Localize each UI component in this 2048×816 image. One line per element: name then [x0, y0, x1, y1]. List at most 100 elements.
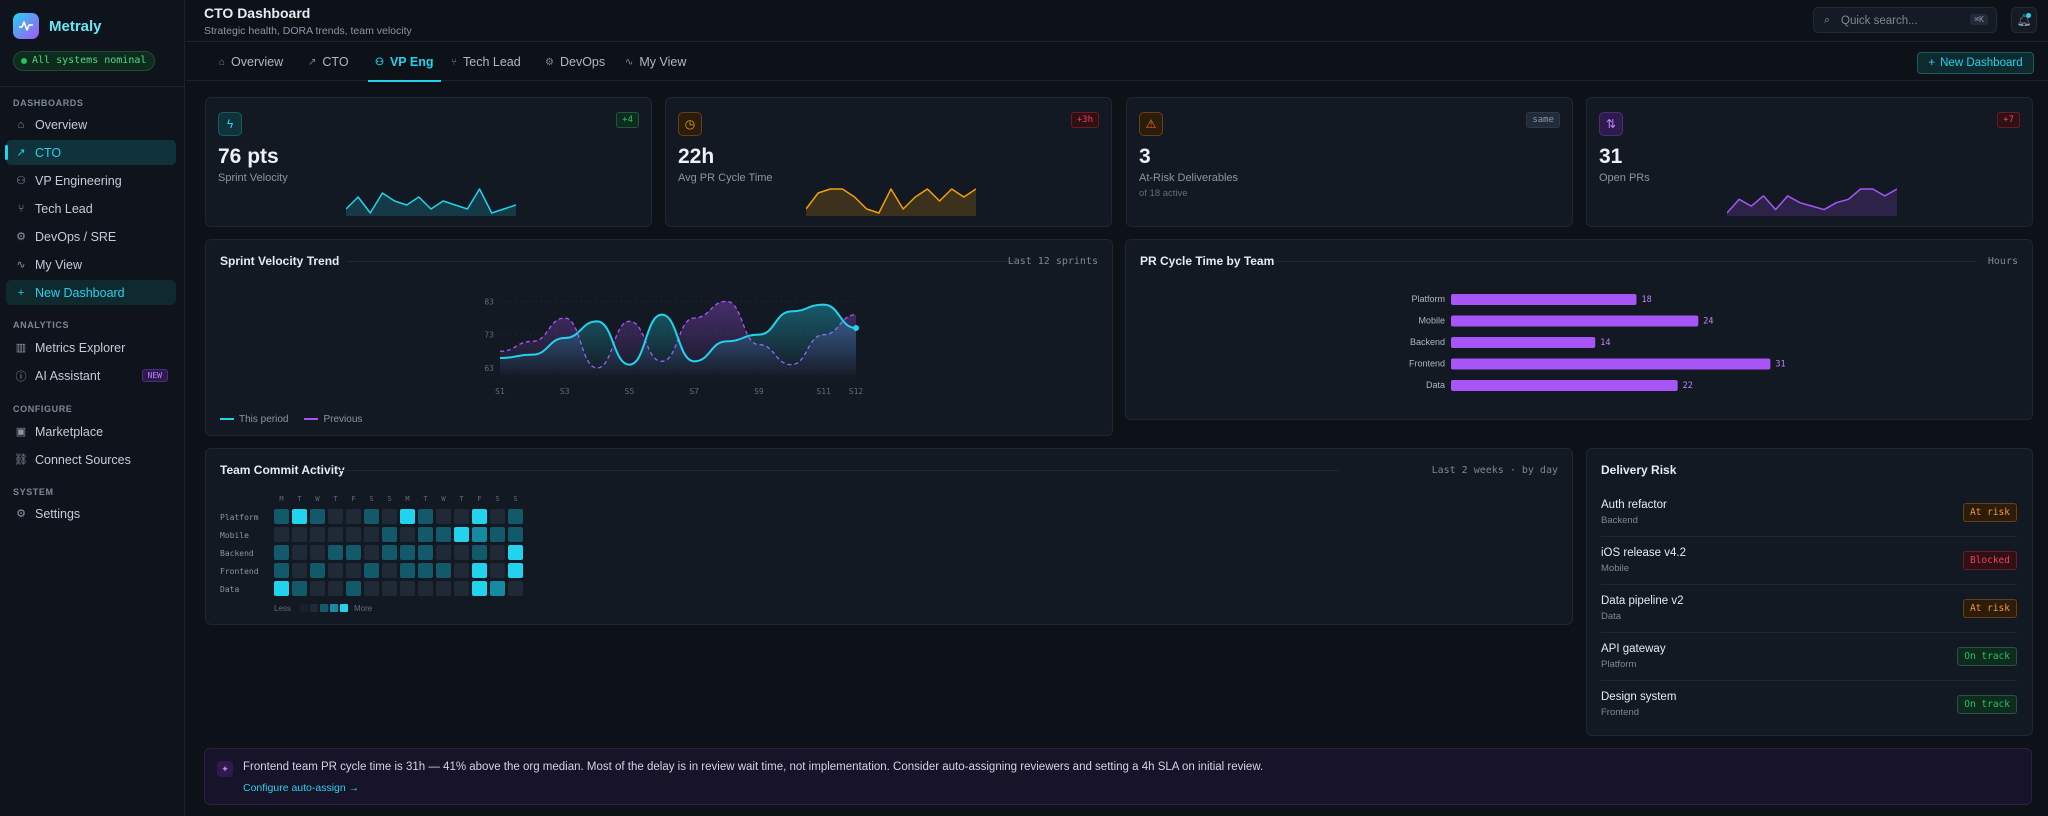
legend-swatch: [340, 604, 348, 612]
kpi-value: 22h: [678, 145, 715, 168]
heatmap-cell: [274, 563, 289, 578]
heatmap-cell: [382, 545, 397, 560]
warning-icon: ⚠: [1139, 112, 1163, 136]
data-label: 31: [1775, 360, 1785, 370]
sidebar-item-connect-sources[interactable]: ⛓ Connect Sources: [6, 447, 176, 472]
sidebar-item-marketplace[interactable]: ▣ Marketplace: [6, 419, 176, 444]
kpi-card-pr-cycle-time[interactable]: ◷ +3h 22h Avg PR Cycle Time: [665, 97, 1112, 227]
heatmap-cell: [328, 509, 343, 524]
sidebar-item-metrics-explorer[interactable]: ▥ Metrics Explorer: [6, 335, 176, 360]
heatmap-cell: [274, 509, 289, 524]
sparkline-line: [806, 188, 976, 214]
heatmap-cell: [310, 563, 325, 578]
bolt-icon: ϟ: [218, 112, 242, 136]
risk-row[interactable]: API gateway Platform On track: [1601, 641, 2017, 681]
kpi-card-at-risk[interactable]: ⚠ same 3 At-Risk Deliverables of 18 acti…: [1126, 97, 1573, 227]
heatmap-cell: [346, 545, 361, 560]
pr-cycle-card: PR Cycle Time by Team Hours Platform 18 Mo…: [1125, 239, 2033, 420]
tab-cto[interactable]: ↗ CTO: [305, 43, 352, 81]
heatmap-cell: [382, 527, 397, 542]
heatmap-cell: [508, 563, 523, 578]
heatmap-cell: [310, 581, 325, 596]
system-status-badge: All systems nominal: [13, 51, 156, 71]
risk-name: Auth refactor: [1601, 499, 1667, 511]
risk-row[interactable]: Data pipeline v2 Data At risk: [1601, 593, 2017, 633]
sidebar-item-settings[interactable]: ⚙ Settings: [6, 501, 176, 526]
bar: [1451, 358, 1771, 370]
home-icon: ⌂: [17, 118, 25, 131]
risk-row[interactable]: Auth refactor Backend At risk: [1601, 497, 2017, 537]
sidebar-item-ai-assistant[interactable]: ⓘ AI Assistant NEW: [6, 363, 176, 388]
heatmap-cell: [436, 509, 451, 524]
heatmap-cell: [472, 509, 487, 524]
tab-devops[interactable]: ⚙ DevOps: [542, 43, 608, 81]
heatmap-cell: [346, 581, 361, 596]
sidebar: Metraly All systems nominal DASHBOARDS ⌂…: [0, 0, 185, 816]
title-rule: [346, 261, 1016, 262]
tab-vp-eng[interactable]: ⚇ VP Eng: [368, 43, 440, 82]
heatmap-cell: [472, 545, 487, 560]
sidebar-item-label: Metrics Explorer: [35, 340, 126, 355]
risk-team: Backend: [1601, 515, 1638, 526]
new-dashboard-button[interactable]: + New Dashboard: [1917, 52, 2034, 74]
configure-auto-assign-link[interactable]: Configure auto-assign →: [243, 782, 360, 794]
notifications-button[interactable]: 🔔︎: [2011, 7, 2037, 33]
sidebar-item-new-dashboard[interactable]: + New Dashboard: [6, 280, 176, 305]
tab-overview[interactable]: ⌂ Overview: [216, 43, 286, 81]
risk-row[interactable]: Design system Frontend On track: [1601, 689, 2017, 729]
kpi-card-open-prs[interactable]: ⇅ +7 31 Open PRs: [1586, 97, 2033, 227]
day-label: S: [387, 495, 391, 503]
heatmap-cell: [274, 527, 289, 542]
heatmap-cell: [310, 509, 325, 524]
search-placeholder: Quick search...: [1841, 15, 1918, 27]
sidebar-item-devops[interactable]: ⚙ DevOps / SRE: [6, 224, 176, 249]
category-label: Frontend: [1409, 359, 1445, 369]
heatmap-cell: [364, 509, 379, 524]
legend-more: More: [354, 604, 373, 613]
heatmap-cell: [508, 509, 523, 524]
search-icon: ⌕: [1824, 14, 1831, 26]
heatmap-cell: [508, 545, 523, 560]
kpi-delta: same: [1526, 112, 1560, 128]
risk-name: Design system: [1601, 691, 1677, 703]
plus-icon: +: [1928, 57, 1936, 69]
sidebar-item-vp-engineering[interactable]: ⚇ VP Engineering: [6, 168, 176, 193]
sidebar-item-my-view[interactable]: ∿ My View: [6, 252, 176, 277]
pull-request-icon: ⇅: [1599, 112, 1623, 136]
tab-tech-lead[interactable]: ⑂ Tech Lead: [448, 43, 524, 81]
sidebar-item-overview[interactable]: ⌂ Overview: [6, 112, 176, 137]
sidebar-item-tech-lead[interactable]: ⑂ Tech Lead: [6, 196, 176, 221]
heatmap-cell: [418, 509, 433, 524]
sidebar-item-cto[interactable]: ↗ CTO: [5, 140, 176, 165]
bar: [1451, 294, 1637, 305]
brand[interactable]: Metraly: [13, 13, 102, 39]
heatmap-cell: [490, 563, 505, 578]
sparkline-area: [346, 189, 516, 216]
search-input[interactable]: ⌕ Quick search... ⌘K: [1813, 7, 1997, 33]
heatmap-cell: [436, 563, 451, 578]
risk-team: Frontend: [1601, 707, 1640, 718]
day-label: F: [477, 495, 481, 503]
day-label: S: [369, 495, 373, 503]
kpi-card-sprint-velocity[interactable]: ϟ +4 76 pts Sprint Velocity: [205, 97, 652, 227]
chart-legend: This period Previous: [220, 414, 362, 425]
risk-row[interactable]: iOS release v4.2 Mobile Blocked: [1601, 545, 2017, 585]
plus-icon: +: [17, 286, 25, 299]
tab-my-view[interactable]: ∿ My View: [622, 43, 689, 81]
x-tick-label: S1: [495, 387, 505, 396]
heatmap-cell: [400, 509, 415, 524]
kpi-label: At-Risk Deliverables: [1139, 172, 1239, 184]
x-tick-label: S5: [625, 387, 635, 396]
tab-label: My View: [639, 55, 687, 69]
title-rule: [1276, 261, 1976, 262]
day-label: T: [333, 495, 338, 503]
x-tick-label: S12: [849, 387, 864, 396]
heatmap-cell: [364, 545, 379, 560]
day-label: S: [513, 495, 517, 503]
clock-icon: ◷: [678, 112, 702, 136]
sidebar-item-label: CTO: [35, 145, 62, 160]
heatmap-cell: [400, 545, 415, 560]
new-badge: NEW: [141, 369, 168, 382]
delivery-risk-card: Delivery Risk Auth refactor Backend At ris…: [1586, 448, 2033, 736]
heatmap-cell: [436, 545, 451, 560]
